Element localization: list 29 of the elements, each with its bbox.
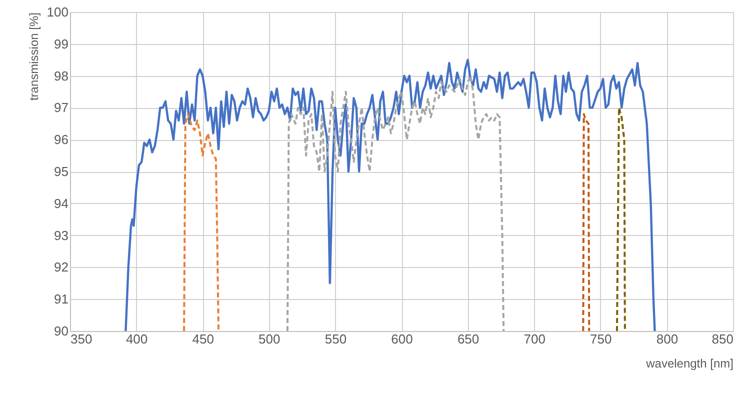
line-series [582,113,590,332]
y-tick-label: 98 [54,68,68,84]
x-tick-label: 800 [656,332,678,346]
line-series [286,74,505,332]
y-tick-label: 96 [54,132,68,148]
x-tick-label: 450 [192,332,214,346]
x-tick-label: 350 [70,332,92,346]
y-tick-label: 95 [54,164,68,179]
x-tick-label: 400 [126,332,148,346]
line-series [183,113,220,332]
line-series [124,58,656,332]
y-tick-label: 93 [54,228,68,243]
y-tick-label: 99 [54,36,68,52]
y-axis-title: transmission [%] [26,12,41,101]
x-tick-label: 850 [712,332,734,346]
x-tick-label: 750 [590,332,612,346]
x-tick-label: 600 [391,332,413,346]
x-tick-label: 700 [524,332,546,346]
y-tick-label: 97 [54,100,68,116]
x-tick-label: 550 [324,332,347,346]
y-tick-label: 100 [46,4,68,20]
y-tick-label: 94 [54,196,68,211]
x-tick-label: 500 [258,332,280,346]
y-tick-label: 91 [54,292,68,307]
y-tick-label: 90 [54,324,68,338]
x-axis-title: wavelength [nm] [645,356,734,370]
line-series [616,106,626,332]
y-tick-label: 92 [54,260,68,275]
x-tick-label: 650 [457,332,480,346]
